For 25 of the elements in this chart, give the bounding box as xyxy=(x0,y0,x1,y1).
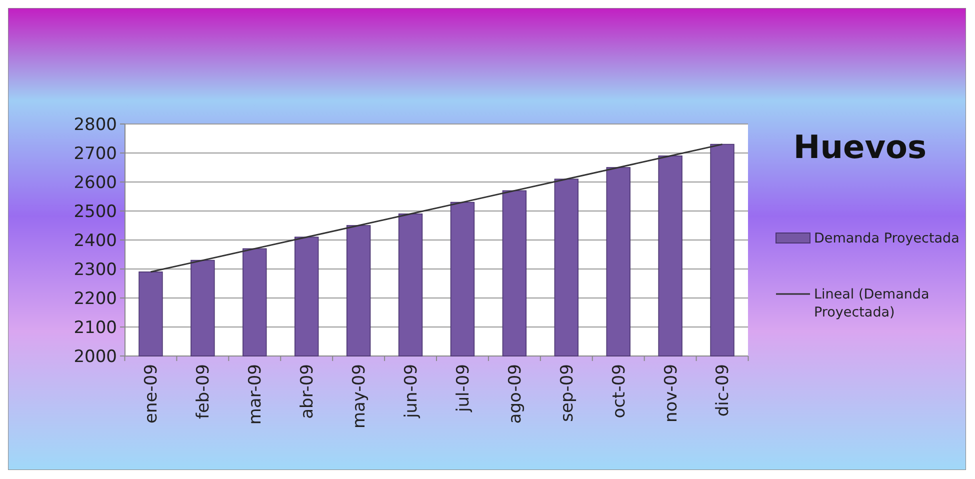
y-tick-label: 2700 xyxy=(74,144,117,164)
y-tick-label: 2200 xyxy=(74,288,117,309)
x-tick-label: feb-09 xyxy=(194,364,214,420)
x-tick-label: oct-09 xyxy=(609,364,630,418)
x-tick-label: mar-09 xyxy=(246,364,266,425)
x-tick-label: jun-09 xyxy=(401,364,422,420)
y-tick-label: 2400 xyxy=(74,230,117,251)
y-tick-label: 2500 xyxy=(74,202,117,222)
x-tick-label: jul-09 xyxy=(453,364,474,413)
x-tick-label: ago-09 xyxy=(505,364,526,424)
x-tick-label: ene-09 xyxy=(142,364,162,424)
y-tick-label: 2600 xyxy=(74,172,117,193)
legend-label: Lineal (Demanda Proyectada) xyxy=(814,286,930,320)
legend-label: Demanda Proyectada xyxy=(814,230,960,247)
y-tick-label: 2800 xyxy=(74,114,117,135)
x-tick-label: sep-09 xyxy=(557,364,578,422)
x-tick-label: abr-09 xyxy=(298,364,318,419)
line-series xyxy=(150,144,724,273)
x-tick-label: nov-09 xyxy=(661,364,682,423)
y-tick-label: 2100 xyxy=(74,318,117,338)
y-tick-label: 2300 xyxy=(74,260,117,280)
y-tick-label: 2000 xyxy=(74,346,117,367)
x-tick-label: may-09 xyxy=(350,364,370,429)
text: Huevos xyxy=(793,128,927,166)
x-tick-label: dic-09 xyxy=(713,364,734,417)
